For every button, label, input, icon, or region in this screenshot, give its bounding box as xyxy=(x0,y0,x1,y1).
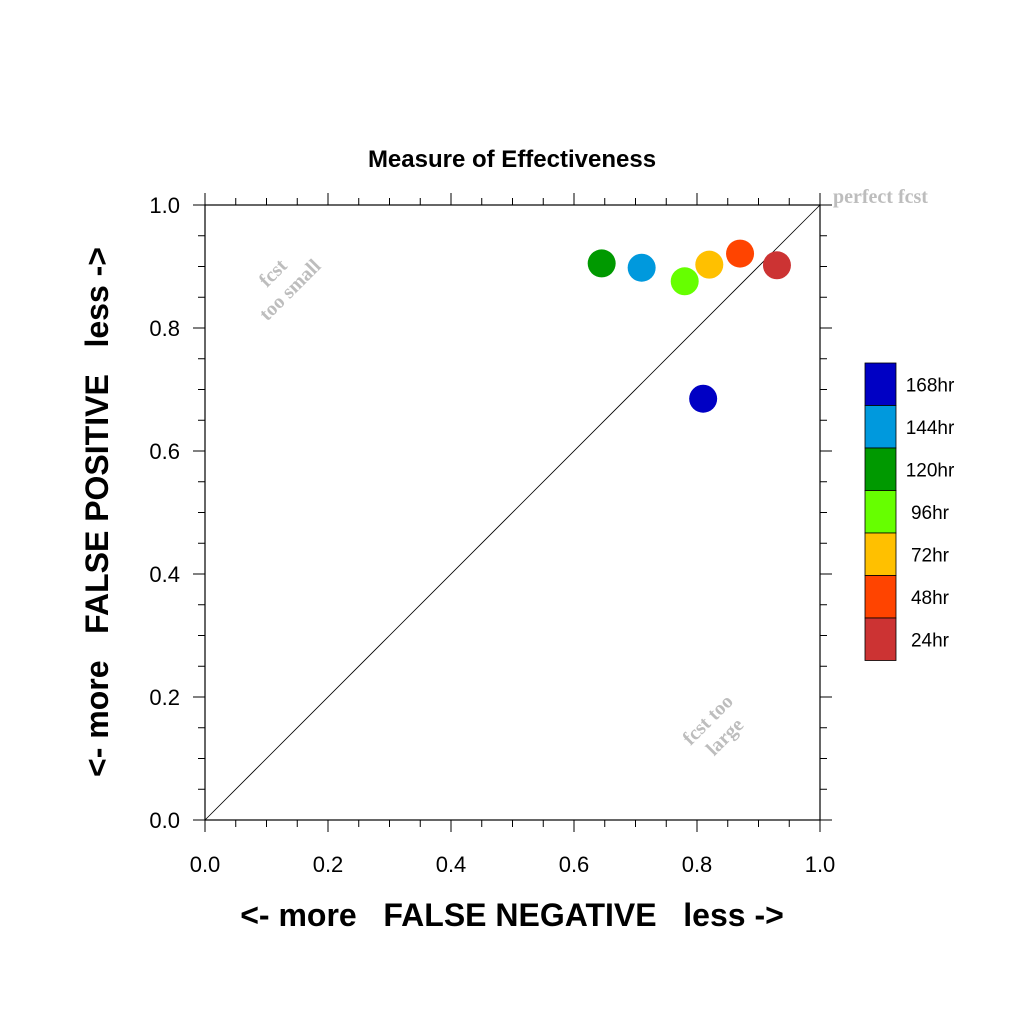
legend-label-24hr: 24hr xyxy=(911,630,950,651)
annotation-fcst-too-small: fcst too small xyxy=(255,255,326,326)
legend-label-144hr: 144hr xyxy=(906,418,955,439)
point-48hr xyxy=(726,239,755,268)
y-tick-label: 0.8 xyxy=(149,316,180,341)
legend-label-72hr: 72hr xyxy=(911,545,950,566)
legend-label-96hr: 96hr xyxy=(911,503,950,524)
legend-swatch-144hr xyxy=(864,405,897,449)
y-tick-label: 1.0 xyxy=(149,193,180,218)
point-24hr xyxy=(762,251,791,280)
legend-swatch-96hr xyxy=(864,490,897,534)
axis-ticks xyxy=(193,193,832,832)
legend-swatch-24hr xyxy=(864,617,897,661)
y-tick-label: 0.6 xyxy=(149,439,180,464)
y-tick-label: 0.0 xyxy=(149,808,180,833)
annotation-perfect-fcst: perfect fcst xyxy=(833,186,928,208)
x-tick-label: 0.8 xyxy=(682,852,713,877)
legend-swatch-72hr xyxy=(864,532,897,576)
y-tick-label: 0.2 xyxy=(149,685,180,710)
legend-swatch-48hr xyxy=(864,575,897,619)
legend-swatch-120hr xyxy=(864,447,897,491)
x-tick-label: 0.0 xyxy=(190,852,221,877)
point-72hr xyxy=(695,250,724,279)
x-tick-label: 1.0 xyxy=(805,852,836,877)
x-tick-label: 0.2 xyxy=(313,852,344,877)
y-axis-title: <- more FALSE POSITIVE less -> xyxy=(79,247,115,777)
point-168hr xyxy=(689,384,718,413)
annotation-fcst-too-large: fcst too large xyxy=(679,691,749,761)
point-120hr xyxy=(587,249,616,278)
legend-label-48hr: 48hr xyxy=(911,588,950,609)
data-points xyxy=(587,239,791,413)
point-144hr xyxy=(627,253,656,282)
legend-label-120hr: 120hr xyxy=(906,460,955,481)
x-axis-title: <- more FALSE NEGATIVE less -> xyxy=(240,897,784,933)
tick-labels: 0.0 0.2 0.4 0.6 0.8 1.0 0.0 0.2 0.4 0.6 0.8 1.0 xyxy=(149,193,835,877)
x-tick-label: 0.6 xyxy=(559,852,590,877)
legend: 168hr 144hr 120hr 96hr 72hr 48hr 24hr xyxy=(864,362,955,661)
legend-label-168hr: 168hr xyxy=(906,375,955,396)
point-96hr xyxy=(670,267,699,296)
y-tick-label: 0.4 xyxy=(149,562,180,587)
x-tick-label: 0.4 xyxy=(436,852,467,877)
perfect-forecast-diagonal xyxy=(204,204,821,821)
chart-title: Measure of Effectiveness xyxy=(368,146,656,173)
legend-swatch-168hr xyxy=(864,362,897,406)
